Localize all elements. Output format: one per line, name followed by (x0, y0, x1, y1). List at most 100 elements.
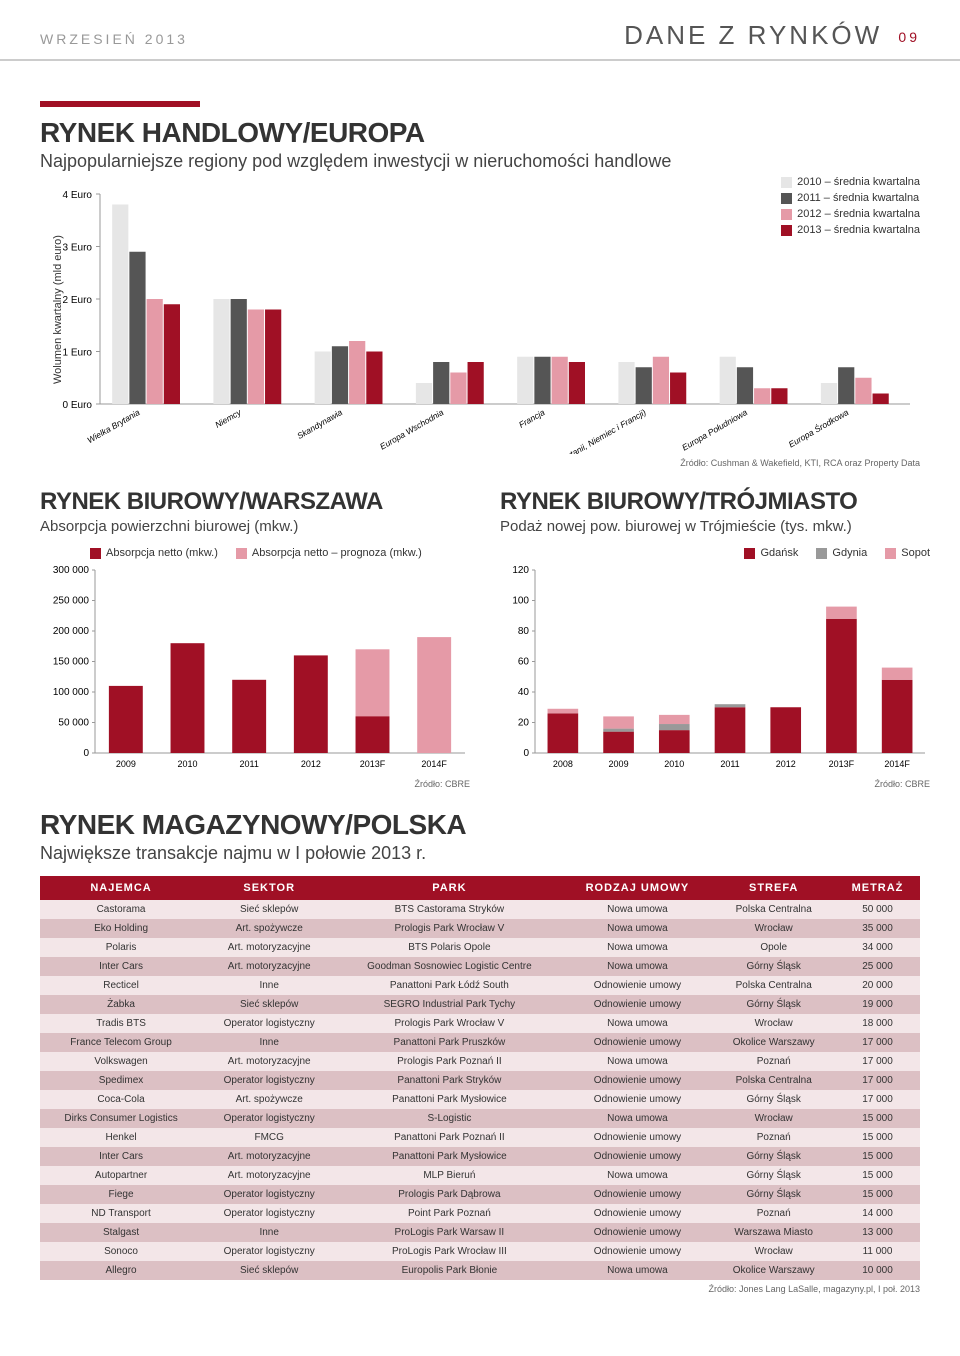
table-cell: 15 000 (835, 1147, 920, 1166)
table-cell: Panattoni Park Stryków (336, 1071, 562, 1090)
svg-text:4 Euro: 4 Euro (63, 190, 93, 201)
svg-text:250 000: 250 000 (53, 596, 90, 607)
svg-text:20: 20 (518, 718, 530, 729)
table-cell: Operator logistyczny (202, 1204, 336, 1223)
chart2-subtitle: Absorpcja powierzchni biurowej (mkw.) (40, 518, 470, 535)
svg-text:1 Euro: 1 Euro (63, 348, 93, 359)
table-row: StalgastInneProLogis Park Warsaw IIOdnow… (40, 1223, 920, 1242)
table-cell: Odnowienie umowy (562, 995, 712, 1014)
table-col-header: RODZAJ UMOWY (562, 876, 712, 900)
svg-text:120: 120 (512, 565, 529, 576)
chart1-legend: 2010 – średnia kwartalna2011 – średnia k… (781, 176, 920, 240)
svg-text:2012: 2012 (301, 759, 321, 769)
table-cell: Tradis BTS (40, 1014, 202, 1033)
table-cell: 19 000 (835, 995, 920, 1014)
svg-text:Europa Wschodnia: Europa Wschodnia (378, 407, 445, 452)
table-cell: Poznań (712, 1052, 835, 1071)
table-cell: Nowa umowa (562, 900, 712, 919)
table-cell: Polska Centralna (712, 900, 835, 919)
svg-text:Wielka Brytania: Wielka Brytania (85, 407, 141, 445)
table-col-header: METRAŻ (835, 876, 920, 900)
table-cell: 15 000 (835, 1166, 920, 1185)
table-cell: 15 000 (835, 1128, 920, 1147)
accent-bar (40, 101, 200, 107)
table-cell: Point Park Poznań (336, 1204, 562, 1223)
table-cell: Górny Śląsk (712, 1090, 835, 1109)
table-cell: Odnowienie umowy (562, 1242, 712, 1261)
table-cell: Operator logistyczny (202, 1185, 336, 1204)
header-month: WRZESIEŃ 2013 (40, 31, 188, 47)
svg-text:2010: 2010 (177, 759, 197, 769)
table-cell: MLP Bieruń (336, 1166, 562, 1185)
svg-text:Skandynawia: Skandynawia (295, 407, 344, 441)
table-cell: Nowa umowa (562, 1052, 712, 1071)
table-section: RYNEK MAGAZYNOWY/POLSKA Największe trans… (0, 789, 960, 1314)
chart1-section: RYNEK HANDLOWY/EUROPA Najpopularniejsze … (0, 117, 960, 488)
chart2-svg: 050 000100 000150 000200 000250 000300 0… (40, 565, 470, 775)
table-cell: Górny Śląsk (712, 957, 835, 976)
chart3-legend: GdańskGdyniaSopot (500, 547, 930, 559)
transactions-table: NAJEMCASEKTORPARKRODZAJ UMOWYSTREFAMETRA… (40, 876, 920, 1280)
table-cell: Odnowienie umowy (562, 1147, 712, 1166)
table-body: CastoramaSieć sklepówBTS Castorama Stryk… (40, 900, 920, 1280)
table-row: SpedimexOperator logistycznyPanattoni Pa… (40, 1071, 920, 1090)
table-row: Coca-ColaArt. spożywczePanattoni Park My… (40, 1090, 920, 1109)
svg-text:2010: 2010 (664, 759, 684, 769)
table-cell: Nowa umowa (562, 957, 712, 976)
chart3-section: RYNEK BIUROWY/TRÓJMIASTO Podaż nowej pow… (500, 488, 930, 789)
table-cell: Wrocław (712, 1242, 835, 1261)
table-cell: 18 000 (835, 1014, 920, 1033)
table-cell: Górny Śląsk (712, 995, 835, 1014)
svg-text:Europa Środkowa: Europa Środkowa (786, 406, 850, 449)
table-cell: Inne (202, 1033, 336, 1052)
svg-text:Francja: Francja (517, 407, 547, 430)
table-cell: Art. spożywcze (202, 1090, 336, 1109)
table-cell: Castorama (40, 900, 202, 919)
table-row: SonocoOperator logistycznyProLogis Park … (40, 1242, 920, 1261)
table-col-header: SEKTOR (202, 876, 336, 900)
chart1-ylabel: Wolumen kwartalny (mld euro) (52, 235, 64, 384)
table-subtitle: Największe transakcje najmu w I połowie … (40, 843, 920, 864)
table-header-row: NAJEMCASEKTORPARKRODZAJ UMOWYSTREFAMETRA… (40, 876, 920, 900)
table-cell: 35 000 (835, 919, 920, 938)
table-cell: BTS Polaris Opole (336, 938, 562, 957)
svg-text:2 Euro: 2 Euro (63, 295, 93, 306)
svg-text:2009: 2009 (116, 759, 136, 769)
table-cell: Górny Śląsk (712, 1166, 835, 1185)
svg-text:2014F: 2014F (884, 759, 910, 769)
table-row: Inter CarsArt. motoryzacyjnePanattoni Pa… (40, 1147, 920, 1166)
table-row: CastoramaSieć sklepówBTS Castorama Stryk… (40, 900, 920, 919)
svg-text:50 000: 50 000 (58, 718, 89, 729)
chart3-subtitle: Podaż nowej pow. biurowej w Trójmieście … (500, 518, 930, 535)
table-cell: Odnowienie umowy (562, 1223, 712, 1242)
table-cell: Inter Cars (40, 1147, 202, 1166)
table-cell: Odnowienie umowy (562, 1128, 712, 1147)
table-cell: 50 000 (835, 900, 920, 919)
chart3-title: RYNEK BIUROWY/TRÓJMIASTO (500, 488, 930, 516)
svg-text:0: 0 (523, 748, 529, 759)
table-cell: Spedimex (40, 1071, 202, 1090)
table-cell: Nowa umowa (562, 919, 712, 938)
table-cell: Okolice Warszawy (712, 1261, 835, 1280)
svg-text:3 Euro: 3 Euro (63, 243, 93, 254)
table-cell: Odnowienie umowy (562, 976, 712, 995)
table-cell: Prologis Park Poznań II (336, 1052, 562, 1071)
table-cell: Polska Centralna (712, 1071, 835, 1090)
table-cell: Odnowienie umowy (562, 1204, 712, 1223)
table-cell: Wrocław (712, 1109, 835, 1128)
table-cell: Volkswagen (40, 1052, 202, 1071)
table-cell: Henkel (40, 1128, 202, 1147)
table-cell: 10 000 (835, 1261, 920, 1280)
svg-text:100: 100 (512, 596, 529, 607)
table-cell: Nowa umowa (562, 1261, 712, 1280)
chart2-source: Źródło: CBRE (40, 779, 470, 789)
table-cell: Górny Śląsk (712, 1185, 835, 1204)
table-cell: 17 000 (835, 1033, 920, 1052)
table-cell: Odnowienie umowy (562, 1071, 712, 1090)
svg-text:2008: 2008 (553, 759, 573, 769)
chart1-source: Źródło: Cushman & Wakefield, KTI, RCA or… (40, 458, 920, 468)
table-row: FiegeOperator logistycznyPrologis Park D… (40, 1185, 920, 1204)
table-cell: 34 000 (835, 938, 920, 957)
table-cell: Europolis Park Błonie (336, 1261, 562, 1280)
table-cell: Autopartner (40, 1166, 202, 1185)
